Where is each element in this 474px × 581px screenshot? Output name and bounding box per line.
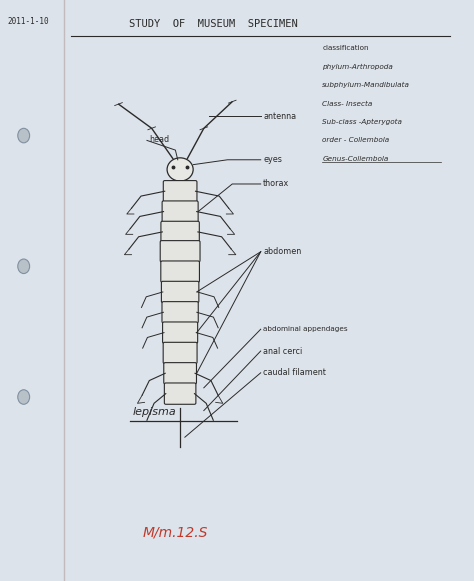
Text: order - Collembola: order - Collembola [322, 138, 390, 144]
FancyBboxPatch shape [163, 322, 198, 343]
Text: Genus-Collembola: Genus-Collembola [322, 156, 389, 162]
Text: thorax: thorax [263, 180, 289, 188]
Text: classification: classification [322, 45, 369, 51]
Ellipse shape [18, 259, 30, 274]
FancyBboxPatch shape [161, 281, 199, 303]
Text: 2011-1-10: 2011-1-10 [7, 17, 49, 26]
FancyBboxPatch shape [163, 181, 197, 202]
FancyBboxPatch shape [163, 342, 197, 364]
Text: caudal filament: caudal filament [263, 368, 326, 377]
FancyBboxPatch shape [162, 201, 198, 223]
FancyBboxPatch shape [161, 261, 200, 282]
Text: Class- Insecta: Class- Insecta [322, 101, 373, 106]
Text: phylum-Arthropoda: phylum-Arthropoda [322, 64, 393, 70]
Text: M/m.12.S: M/m.12.S [142, 526, 208, 540]
Text: abdominal appendages: abdominal appendages [263, 327, 348, 332]
Text: abdomen: abdomen [263, 248, 301, 256]
Text: Sub-class -Apterygota: Sub-class -Apterygota [322, 119, 402, 125]
Text: antenna: antenna [263, 112, 296, 121]
Text: subphylum-Mandibulata: subphylum-Mandibulata [322, 82, 410, 88]
Ellipse shape [18, 390, 30, 404]
FancyBboxPatch shape [162, 302, 198, 323]
FancyBboxPatch shape [164, 363, 196, 384]
FancyBboxPatch shape [161, 221, 200, 243]
Text: lepisma: lepisma [133, 407, 176, 417]
FancyBboxPatch shape [164, 383, 196, 404]
Text: eyes: eyes [263, 155, 282, 164]
Text: anal cerci: anal cerci [263, 346, 302, 356]
FancyBboxPatch shape [160, 241, 200, 262]
Text: head: head [149, 135, 169, 144]
Text: STUDY  OF  MUSEUM  SPECIMEN: STUDY OF MUSEUM SPECIMEN [129, 19, 298, 29]
Ellipse shape [18, 128, 30, 143]
Ellipse shape [167, 158, 193, 181]
